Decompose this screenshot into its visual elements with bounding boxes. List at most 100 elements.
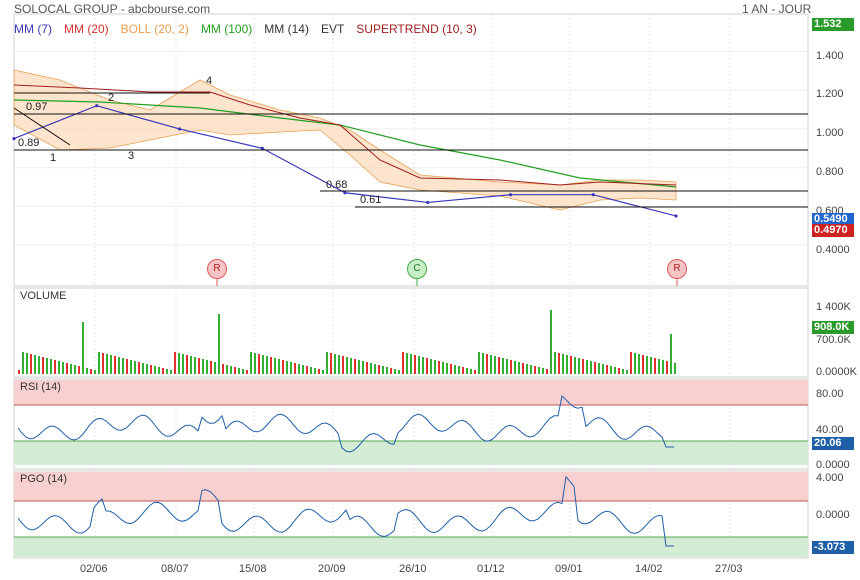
volume-bar: [546, 369, 548, 374]
wave-label-3: 3: [128, 150, 135, 162]
volume-bar: [174, 352, 176, 374]
x-tick-label: 27/03: [715, 563, 743, 575]
rsi-badge: 20.06: [812, 437, 854, 450]
volume-bar: [494, 356, 496, 374]
indicator-6[interactable]: SUPERTREND (10, 3): [356, 22, 477, 36]
volume-bar: [326, 352, 328, 374]
x-tick-label: 14/02: [635, 563, 663, 575]
volume-bar: [594, 362, 596, 374]
volume-badge: 908.0K: [812, 321, 854, 334]
level-label: 0.61: [360, 194, 382, 206]
volume-bar: [90, 369, 92, 374]
volume-bar: [634, 353, 636, 374]
volume-bar: [214, 362, 216, 374]
rsi-oversold-zone: [14, 441, 808, 465]
rsi-line: [17, 395, 674, 453]
volume-bar: [610, 366, 612, 374]
volume-bar: [362, 361, 364, 374]
indicator-legend: MM (7) MM (20) BOLL (20, 2) MM (100) MM (14)…: [14, 22, 489, 36]
pgo-lower-zone: [14, 537, 808, 557]
level-label: 0.89: [18, 137, 40, 149]
volume-bar: [258, 354, 260, 374]
indicator-2[interactable]: BOLL (20, 2): [120, 22, 189, 36]
indicator-1[interactable]: MM (20): [64, 22, 109, 36]
volume-bar: [518, 362, 520, 374]
volume-bar: [506, 359, 508, 374]
volume-bar: [186, 355, 188, 374]
volume-bar: [638, 354, 640, 374]
volume-bar: [422, 357, 424, 374]
price-tick-label: 1.000: [816, 127, 844, 139]
volume-bar: [338, 355, 340, 374]
volume-bar: [482, 353, 484, 374]
volume-bar: [118, 357, 120, 374]
volume-bar: [78, 366, 80, 374]
indicator-4[interactable]: MM (14): [264, 22, 309, 36]
volume-bar: [622, 369, 624, 374]
volume-bar: [370, 363, 372, 374]
volume-bar: [578, 358, 580, 374]
volume-bar: [54, 360, 56, 374]
volume-bar: [126, 359, 128, 374]
volume-bar: [314, 368, 316, 374]
period-label[interactable]: 1 AN - JOUR: [742, 2, 812, 16]
indicator-5[interactable]: EVT: [320, 22, 345, 36]
volume-bar: [274, 358, 276, 374]
volume-bar: [406, 353, 408, 374]
volume-bar: [218, 314, 220, 374]
volume-bar: [66, 363, 68, 374]
volume-bar: [410, 354, 412, 374]
volume-bar: [82, 322, 84, 374]
volume-bar: [382, 366, 384, 374]
volume-bar: [198, 358, 200, 374]
volume-bar: [290, 362, 292, 374]
event-marker-C[interactable]: C: [407, 259, 427, 279]
volume-bar: [46, 358, 48, 374]
volume-bar: [386, 367, 388, 374]
indicator-0[interactable]: MM (7): [14, 22, 52, 36]
rsi-tick-label: 0.0000: [816, 459, 850, 471]
event-marker-R[interactable]: R: [667, 259, 687, 279]
volume-title: VOLUME: [20, 290, 67, 302]
volume-bar: [242, 369, 244, 374]
indicator-3[interactable]: MM (100): [200, 22, 253, 36]
volume-bar: [286, 361, 288, 374]
volume-bar: [22, 352, 24, 374]
volume-bar: [670, 334, 672, 374]
volume-bar: [114, 356, 116, 374]
volume-bar: [586, 360, 588, 374]
wave-label-4: 4: [206, 75, 213, 87]
volume-bar: [646, 356, 648, 374]
volume-bar: [402, 352, 404, 374]
volume-bar: [190, 356, 192, 374]
panel-frame-1: [13, 287, 809, 378]
volume-bar: [234, 367, 236, 374]
volume-bar: [438, 361, 440, 374]
volume-bar: [238, 368, 240, 374]
volume-bar: [154, 366, 156, 374]
supertrend-line: [13, 84, 677, 186]
pgo-upper-zone: [14, 472, 808, 501]
volume-bar: [358, 360, 360, 374]
price-badge: 0.4970: [812, 224, 854, 237]
volume-bar: [486, 354, 488, 374]
volume-bar: [194, 357, 196, 374]
volume-bar: [86, 368, 88, 374]
volume-bar: [566, 355, 568, 374]
volume-bar: [514, 361, 516, 374]
volume-bar: [662, 360, 664, 374]
volume-bar: [574, 357, 576, 374]
volume-bar: [342, 356, 344, 374]
volume-bar: [294, 363, 296, 374]
volume-bar: [170, 370, 172, 374]
volume-bar: [470, 369, 472, 374]
volume-bar: [442, 362, 444, 374]
rsi-tick-label: 80.00: [816, 388, 844, 400]
volume-bar: [498, 357, 500, 374]
volume-bar: [414, 355, 416, 374]
pgo-tick-label: 0.0000: [816, 509, 850, 521]
volume-bar: [554, 352, 556, 374]
close-point: [95, 104, 99, 108]
event-marker-R[interactable]: R: [207, 259, 227, 279]
rsi-title: RSI (14): [20, 381, 61, 393]
